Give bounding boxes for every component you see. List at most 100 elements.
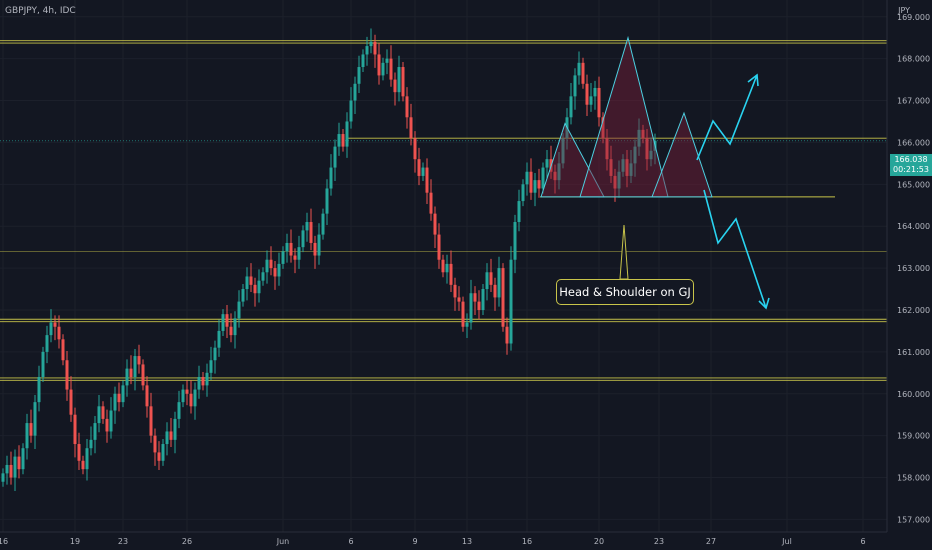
candle-body — [477, 301, 481, 310]
candle-body — [509, 259, 513, 344]
candle-body — [585, 83, 589, 105]
candle-body — [605, 138, 609, 160]
candle-body — [497, 268, 501, 298]
candle-body — [453, 284, 457, 298]
candle-body — [109, 410, 113, 432]
candle-body — [205, 372, 209, 386]
candle-body — [173, 418, 177, 440]
pattern-triangle — [540, 122, 605, 198]
candle-body — [41, 351, 45, 378]
candle-body — [425, 167, 429, 193]
candle-body — [185, 389, 189, 394]
candle-body — [573, 75, 577, 97]
candle-body — [601, 117, 605, 139]
candle-body — [113, 393, 117, 411]
candle-body — [129, 368, 133, 378]
candle-body — [181, 389, 185, 403]
candle-body — [97, 406, 101, 424]
horizontal-levels — [0, 40, 887, 381]
candle-body — [37, 377, 41, 403]
candle-body — [473, 293, 477, 302]
candle-body — [253, 284, 257, 294]
time-tick-label: 19 — [70, 537, 80, 546]
candle-body — [89, 439, 93, 449]
candle-body — [133, 356, 137, 378]
candle-body — [193, 389, 197, 407]
candle-body — [217, 330, 221, 348]
candle-body — [621, 159, 625, 172]
candle-body — [429, 192, 433, 214]
candle-body — [221, 314, 225, 331]
pattern-callout: Head & Shoulder on GJ — [556, 279, 694, 305]
candle-body — [593, 87, 597, 97]
candle-body — [21, 448, 25, 470]
candle-body — [489, 272, 493, 285]
candle-body — [29, 423, 33, 436]
candle-body — [209, 360, 213, 373]
candle-body — [589, 96, 593, 105]
head-and-shoulders-pattern — [540, 35, 713, 280]
candle-body — [469, 293, 473, 323]
candle-body — [237, 301, 241, 319]
candle-body — [137, 356, 141, 365]
candle-body — [481, 289, 485, 310]
candle-body — [313, 242, 317, 256]
candle-body — [569, 96, 573, 118]
candle-body — [577, 62, 581, 76]
price-tick-label: 161.000 — [897, 348, 930, 357]
candle-body — [501, 268, 505, 327]
candle-body — [553, 171, 557, 181]
candle-body — [613, 175, 617, 189]
candle-body — [329, 167, 333, 189]
currency-label: JPY — [898, 6, 910, 15]
price-tick-label: 168.000 — [897, 55, 930, 64]
candle-body — [377, 54, 381, 76]
candle-body — [433, 213, 437, 235]
candle-body — [93, 423, 97, 440]
candle-body — [125, 368, 129, 386]
candle-body — [445, 263, 449, 273]
candle-body — [525, 171, 529, 185]
candle-body — [461, 301, 465, 327]
candle-body — [541, 167, 545, 189]
candle-body — [33, 402, 37, 436]
price-tick-label: 166.000 — [897, 138, 930, 147]
candle-body — [393, 79, 397, 93]
candle-body — [53, 322, 57, 327]
candle-body — [273, 268, 277, 277]
time-tick-label: 27 — [706, 537, 716, 546]
candle-body — [417, 159, 421, 176]
candle-body — [61, 339, 65, 361]
bullish-arrow — [696, 74, 758, 161]
candle-body — [189, 393, 193, 407]
candle-body — [633, 146, 637, 164]
time-tick-label: Jul — [781, 537, 792, 546]
candle-body — [241, 289, 245, 302]
price-tick-label: 159.000 — [897, 432, 930, 441]
candle-body — [201, 377, 205, 386]
candle-body — [257, 280, 261, 294]
bar-countdown: 00:21:53 — [893, 165, 929, 174]
candle-body — [245, 276, 249, 290]
candle-body — [117, 393, 121, 403]
candle-body — [533, 180, 537, 193]
candle-body — [333, 146, 337, 168]
price-tick-label: 165.000 — [897, 180, 930, 189]
bearish-arrowhead — [758, 297, 770, 310]
candle-body — [265, 259, 269, 273]
time-tick-label: 6 — [348, 537, 353, 546]
price-tick-label: 157.000 — [897, 515, 930, 524]
candle-body — [45, 335, 49, 352]
candle-body — [389, 58, 393, 80]
price-tick-label: 169.000 — [897, 13, 930, 22]
candle-body — [581, 62, 585, 84]
candle-body — [641, 129, 645, 139]
candle-body — [77, 444, 81, 461]
pattern-triangle — [579, 35, 669, 198]
candle-body — [325, 188, 329, 214]
candle-body — [297, 247, 301, 260]
candle-body — [537, 180, 541, 189]
candle-body — [485, 272, 489, 290]
candle-body — [397, 67, 401, 93]
